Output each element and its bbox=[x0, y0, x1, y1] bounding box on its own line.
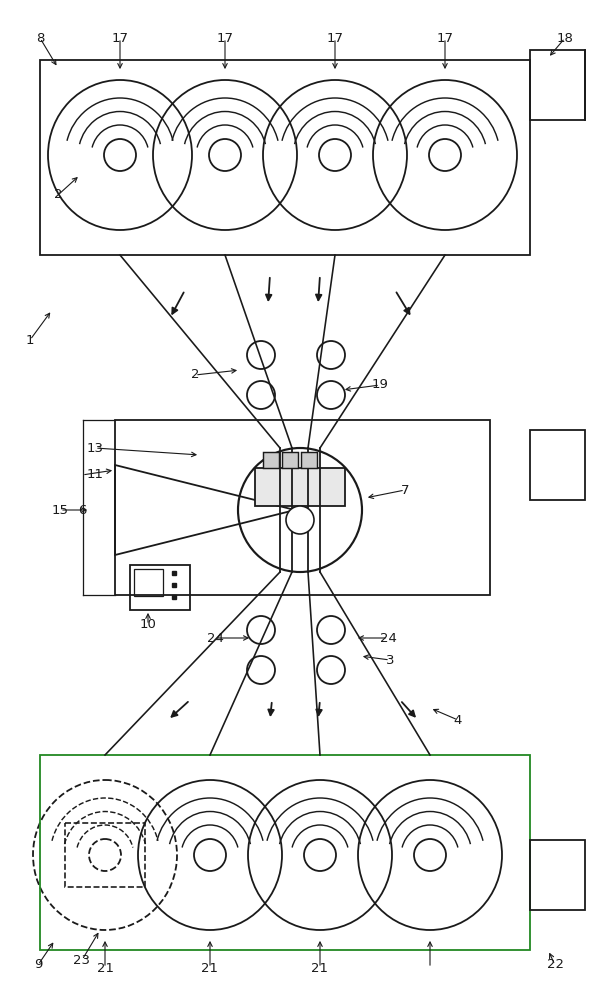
Bar bbox=[282, 452, 298, 468]
Text: 21: 21 bbox=[312, 962, 329, 974]
Text: 24: 24 bbox=[207, 632, 223, 645]
Bar bbox=[115, 420, 490, 595]
Text: 18: 18 bbox=[556, 31, 573, 44]
Text: 22: 22 bbox=[547, 958, 564, 972]
Text: 7: 7 bbox=[401, 484, 409, 496]
Text: 13: 13 bbox=[87, 442, 104, 454]
Text: 6: 6 bbox=[78, 504, 86, 516]
Text: 23: 23 bbox=[73, 954, 90, 966]
Bar bbox=[530, 430, 585, 500]
Text: 2: 2 bbox=[54, 188, 62, 202]
Bar bbox=[40, 60, 530, 255]
Text: 15: 15 bbox=[51, 504, 68, 516]
Bar bbox=[263, 452, 279, 468]
Bar bbox=[255, 468, 345, 506]
Bar bbox=[530, 840, 585, 910]
Text: 3: 3 bbox=[386, 654, 394, 666]
Text: 21: 21 bbox=[96, 962, 113, 974]
Text: 17: 17 bbox=[217, 31, 234, 44]
Text: 17: 17 bbox=[112, 31, 129, 44]
Text: 17: 17 bbox=[437, 31, 453, 44]
Bar bbox=[65, 823, 145, 887]
Bar bbox=[301, 452, 317, 468]
Bar bbox=[130, 565, 190, 610]
Text: 8: 8 bbox=[36, 31, 44, 44]
Text: 9: 9 bbox=[34, 958, 42, 972]
Bar bbox=[530, 50, 585, 120]
Text: 2: 2 bbox=[191, 368, 199, 381]
Text: 11: 11 bbox=[87, 468, 104, 482]
Text: 10: 10 bbox=[140, 618, 156, 632]
Text: 21: 21 bbox=[201, 962, 218, 974]
Bar bbox=[134, 569, 163, 596]
Text: 24: 24 bbox=[379, 632, 397, 645]
Circle shape bbox=[286, 506, 314, 534]
Text: 17: 17 bbox=[326, 31, 343, 44]
Text: 1: 1 bbox=[26, 334, 34, 347]
Text: 4: 4 bbox=[454, 714, 462, 726]
Text: 19: 19 bbox=[371, 378, 389, 391]
Bar bbox=[40, 755, 530, 950]
